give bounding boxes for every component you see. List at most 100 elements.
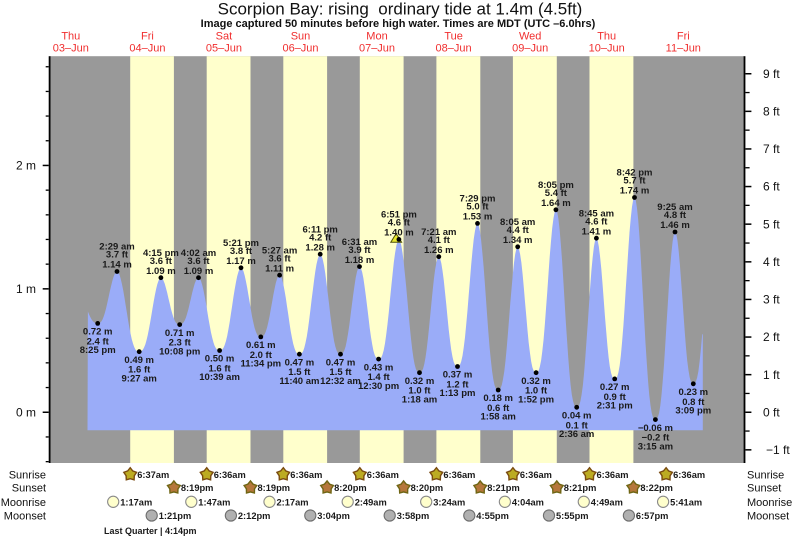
svg-text:0.04 m: 0.04 m	[562, 411, 592, 422]
svg-text:03–Jun: 03–Jun	[53, 43, 89, 55]
svg-text:4:49am: 4:49am	[591, 497, 623, 507]
svg-text:Last Quarter | 4:14pm: Last Quarter | 4:14pm	[104, 526, 197, 536]
svg-text:09–Jun: 09–Jun	[512, 43, 548, 55]
svg-text:Image captured 50 minutes befo: Image captured 50 minutes before high wa…	[201, 18, 596, 30]
svg-text:1:47am: 1:47am	[198, 497, 230, 507]
svg-text:Sunset: Sunset	[12, 483, 46, 495]
svg-text:10:39 am: 10:39 am	[199, 372, 240, 383]
svg-text:8:42 pm: 8:42 pm	[617, 168, 653, 179]
svg-text:1.6 ft: 1.6 ft	[128, 365, 151, 376]
svg-text:2.0 ft: 2.0 ft	[250, 350, 273, 361]
svg-text:Moonset: Moonset	[747, 511, 789, 523]
svg-text:1.2 ft: 1.2 ft	[446, 380, 469, 391]
svg-text:1.28 m: 1.28 m	[305, 242, 335, 253]
svg-text:4.6 ft: 4.6 ft	[585, 216, 608, 227]
svg-text:2.3 ft: 2.3 ft	[169, 338, 192, 349]
svg-text:07–Jun: 07–Jun	[359, 43, 395, 55]
svg-text:6:36am: 6:36am	[597, 470, 629, 480]
svg-text:0.18 m: 0.18 m	[483, 393, 513, 404]
svg-text:4:04am: 4:04am	[512, 497, 544, 507]
svg-text:1 ft: 1 ft	[763, 368, 780, 382]
svg-text:Sat: Sat	[216, 31, 233, 43]
svg-text:1.41 m: 1.41 m	[582, 226, 612, 237]
svg-text:−1 ft: −1 ft	[766, 443, 790, 457]
svg-text:0.37 m: 0.37 m	[443, 370, 473, 381]
svg-text:3.7 ft: 3.7 ft	[106, 250, 129, 261]
svg-text:6:36am: 6:36am	[673, 470, 705, 480]
svg-text:1.46 m: 1.46 m	[660, 220, 690, 231]
svg-text:6:31 am: 6:31 am	[342, 237, 377, 248]
svg-text:7:21 am: 7:21 am	[421, 227, 456, 238]
svg-text:04–Jun: 04–Jun	[129, 43, 165, 55]
svg-text:0.43 m: 0.43 m	[364, 362, 394, 373]
svg-text:0.71 m: 0.71 m	[165, 328, 195, 339]
svg-text:−0.2 ft: −0.2 ft	[642, 433, 671, 444]
svg-text:6:37am: 6:37am	[137, 470, 169, 480]
svg-text:2:12pm: 2:12pm	[238, 511, 271, 521]
svg-text:8:20pm: 8:20pm	[334, 483, 367, 493]
svg-text:4:55pm: 4:55pm	[476, 511, 509, 521]
svg-text:2:31 pm: 2:31 pm	[597, 401, 633, 412]
svg-text:−0.06 m: −0.06 m	[638, 423, 673, 434]
svg-text:12:32 am: 12:32 am	[320, 376, 361, 387]
svg-text:9:25 am: 9:25 am	[657, 202, 692, 213]
svg-text:1.0 ft: 1.0 ft	[408, 386, 431, 397]
svg-text:5.0 ft: 5.0 ft	[466, 202, 489, 213]
svg-text:0.49 m: 0.49 m	[124, 355, 154, 366]
svg-text:1:18 am: 1:18 am	[402, 394, 437, 405]
svg-text:3.6 ft: 3.6 ft	[150, 256, 173, 267]
svg-text:Wed: Wed	[519, 31, 541, 43]
svg-text:3.8 ft: 3.8 ft	[230, 246, 253, 257]
svg-text:0.32 m: 0.32 m	[405, 376, 435, 387]
svg-text:8:22pm: 8:22pm	[640, 483, 673, 493]
svg-text:4.1 ft: 4.1 ft	[428, 235, 451, 246]
svg-text:0.61 m: 0.61 m	[246, 340, 276, 351]
svg-text:1.09 m: 1.09 m	[184, 266, 214, 277]
svg-text:Mon: Mon	[366, 31, 387, 43]
svg-text:6:36am: 6:36am	[520, 470, 552, 480]
svg-text:0.8 ft: 0.8 ft	[682, 397, 705, 408]
svg-text:1:13 pm: 1:13 pm	[440, 388, 476, 399]
svg-text:6:36am: 6:36am	[443, 470, 475, 480]
svg-text:6 ft: 6 ft	[763, 180, 780, 194]
svg-text:0.50 m: 0.50 m	[205, 354, 235, 365]
svg-text:8:05 am: 8:05 am	[500, 217, 535, 228]
svg-text:05–Jun: 05–Jun	[206, 43, 242, 55]
svg-text:8:19pm: 8:19pm	[181, 483, 214, 493]
svg-text:6:51 pm: 6:51 pm	[381, 210, 417, 221]
svg-text:12:30 pm: 12:30 pm	[358, 381, 399, 392]
svg-text:8:21pm: 8:21pm	[487, 483, 520, 493]
svg-text:8:21pm: 8:21pm	[564, 483, 597, 493]
svg-text:1.5 ft: 1.5 ft	[288, 367, 311, 378]
svg-text:0 m: 0 m	[16, 405, 36, 419]
svg-text:5:21 pm: 5:21 pm	[223, 238, 259, 249]
svg-text:11:40 am: 11:40 am	[279, 376, 319, 387]
svg-text:6:11 pm: 6:11 pm	[303, 224, 338, 235]
svg-text:5:27 am: 5:27 am	[262, 245, 297, 256]
svg-text:1.4 ft: 1.4 ft	[368, 372, 391, 383]
svg-text:8:19pm: 8:19pm	[258, 483, 291, 493]
svg-text:1 m: 1 m	[16, 282, 36, 296]
svg-text:Sunrise: Sunrise	[9, 469, 46, 481]
svg-text:1.18 m: 1.18 m	[345, 255, 375, 266]
svg-text:1.53 m: 1.53 m	[463, 212, 493, 223]
svg-text:1.11 m: 1.11 m	[265, 263, 294, 274]
svg-text:1.74 m: 1.74 m	[620, 186, 650, 197]
svg-text:1.6 ft: 1.6 ft	[209, 364, 232, 375]
svg-text:6:36am: 6:36am	[367, 470, 399, 480]
svg-text:3:15 am: 3:15 am	[638, 441, 673, 452]
svg-text:1:21pm: 1:21pm	[159, 511, 192, 521]
svg-text:Sun: Sun	[291, 31, 311, 43]
svg-text:8 ft: 8 ft	[763, 105, 780, 119]
svg-text:4.8 ft: 4.8 ft	[664, 210, 687, 221]
svg-text:2:29 am: 2:29 am	[99, 242, 134, 253]
svg-text:1.26 m: 1.26 m	[424, 245, 454, 256]
svg-text:11:34 pm: 11:34 pm	[240, 359, 281, 370]
svg-text:6:57pm: 6:57pm	[636, 511, 669, 521]
svg-text:1.0 ft: 1.0 ft	[525, 386, 548, 397]
svg-text:4 ft: 4 ft	[763, 255, 780, 269]
svg-text:Thu: Thu	[597, 31, 616, 43]
svg-text:2:49am: 2:49am	[355, 497, 387, 507]
svg-text:5:55pm: 5:55pm	[556, 511, 589, 521]
svg-text:3 ft: 3 ft	[763, 293, 780, 307]
